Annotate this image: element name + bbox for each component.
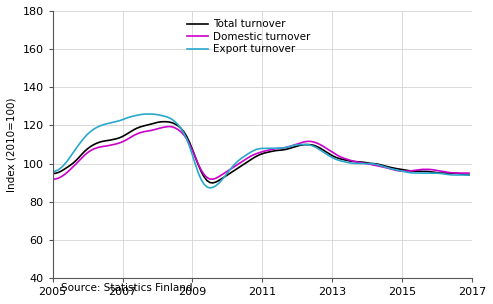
Export turnover — [50, 170, 56, 173]
Total turnover — [466, 173, 472, 177]
Domestic turnover — [50, 178, 56, 181]
Total turnover — [210, 181, 216, 185]
Export turnover — [390, 168, 396, 171]
Line: Total turnover: Total turnover — [53, 122, 469, 183]
Domestic turnover — [166, 125, 172, 128]
Line: Domestic turnover: Domestic turnover — [53, 126, 469, 179]
Domestic turnover — [111, 143, 117, 146]
Total turnover — [352, 160, 358, 164]
Text: Source: Statistics Finland: Source: Statistics Finland — [61, 283, 193, 293]
Export turnover — [207, 186, 213, 190]
Domestic turnover — [350, 159, 355, 163]
Total turnover — [396, 167, 402, 171]
Domestic turnover — [181, 133, 187, 136]
Export turnover — [396, 169, 402, 172]
Domestic turnover — [79, 156, 85, 160]
Total turnover — [79, 153, 85, 156]
Total turnover — [111, 137, 117, 141]
Y-axis label: Index (2010=100): Index (2010=100) — [7, 97, 17, 192]
Domestic turnover — [466, 171, 472, 175]
Total turnover — [160, 120, 166, 123]
Total turnover — [50, 172, 56, 175]
Legend: Total turnover, Domestic turnover, Export turnover: Total turnover, Domestic turnover, Expor… — [184, 16, 314, 58]
Domestic turnover — [387, 167, 393, 171]
Total turnover — [181, 130, 187, 133]
Export turnover — [79, 139, 85, 143]
Export turnover — [146, 112, 152, 116]
Total turnover — [390, 166, 396, 170]
Export turnover — [466, 173, 472, 177]
Line: Export turnover: Export turnover — [53, 114, 469, 188]
Export turnover — [181, 131, 187, 135]
Export turnover — [352, 162, 358, 165]
Export turnover — [111, 120, 117, 124]
Domestic turnover — [393, 169, 399, 172]
